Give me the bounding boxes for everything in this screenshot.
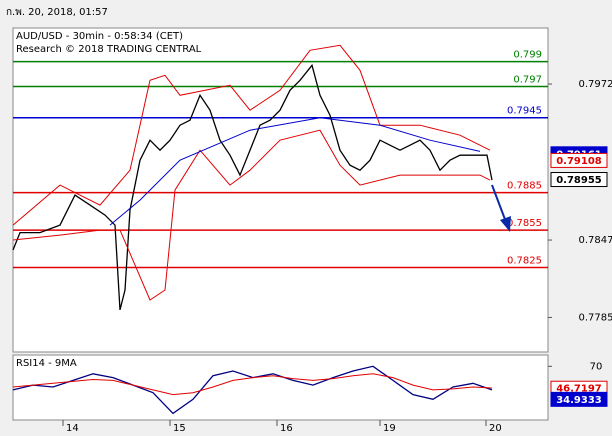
arrow-head xyxy=(500,216,511,232)
level-label: 0.7855 xyxy=(507,218,542,229)
panel-title: AUD/USD - 30min - 0:58:34 (CET) xyxy=(16,31,183,42)
x-tick-label: 15 xyxy=(173,423,186,434)
price-panel xyxy=(12,27,549,353)
timestamp: ก.พ. 20, 2018, 01:57 xyxy=(6,7,108,18)
y-tick-label: 0.7847 xyxy=(579,235,612,246)
y-tick-label: 70 xyxy=(590,361,603,372)
x-tick-label: 19 xyxy=(383,423,396,434)
panel-title: RSI14 - 9MA xyxy=(16,358,77,369)
x-tick-label: 16 xyxy=(280,423,293,434)
arrow-shaft xyxy=(491,184,507,223)
series-line xyxy=(109,117,481,226)
price-tag xyxy=(550,152,608,168)
series-line xyxy=(12,129,491,301)
series-line xyxy=(12,373,493,396)
price-tag-label: 0.79108 xyxy=(556,156,602,167)
level-label: 0.7945 xyxy=(507,106,542,117)
level-label: 0.799 xyxy=(513,50,542,61)
series-line xyxy=(12,44,491,226)
price-tag-label: 34.9333 xyxy=(556,395,602,406)
x-tick-label: 20 xyxy=(489,423,502,434)
price-tag xyxy=(550,172,608,188)
panel-subtitle: Research © 2018 TRADING CENTRAL xyxy=(16,44,202,55)
x-tick-label: 14 xyxy=(66,423,79,434)
level-label: 0.7885 xyxy=(507,181,542,192)
y-tick-label: 0.7972 xyxy=(579,79,612,90)
series-line xyxy=(12,63,493,311)
forecast-arrow xyxy=(491,184,511,232)
level-label: 0.797 xyxy=(513,75,542,86)
price-tag-label: 46.7197 xyxy=(556,384,602,395)
price-tag xyxy=(550,391,608,407)
rsi-panel xyxy=(12,354,549,421)
price-tag-label: 0.78955 xyxy=(556,175,602,186)
level-label: 0.7825 xyxy=(507,256,542,267)
y-tick-label: 0.7785 xyxy=(579,312,612,323)
plot-layer: AUD/USD - 30min - 0:58:34 (CET) Research … xyxy=(12,31,612,434)
